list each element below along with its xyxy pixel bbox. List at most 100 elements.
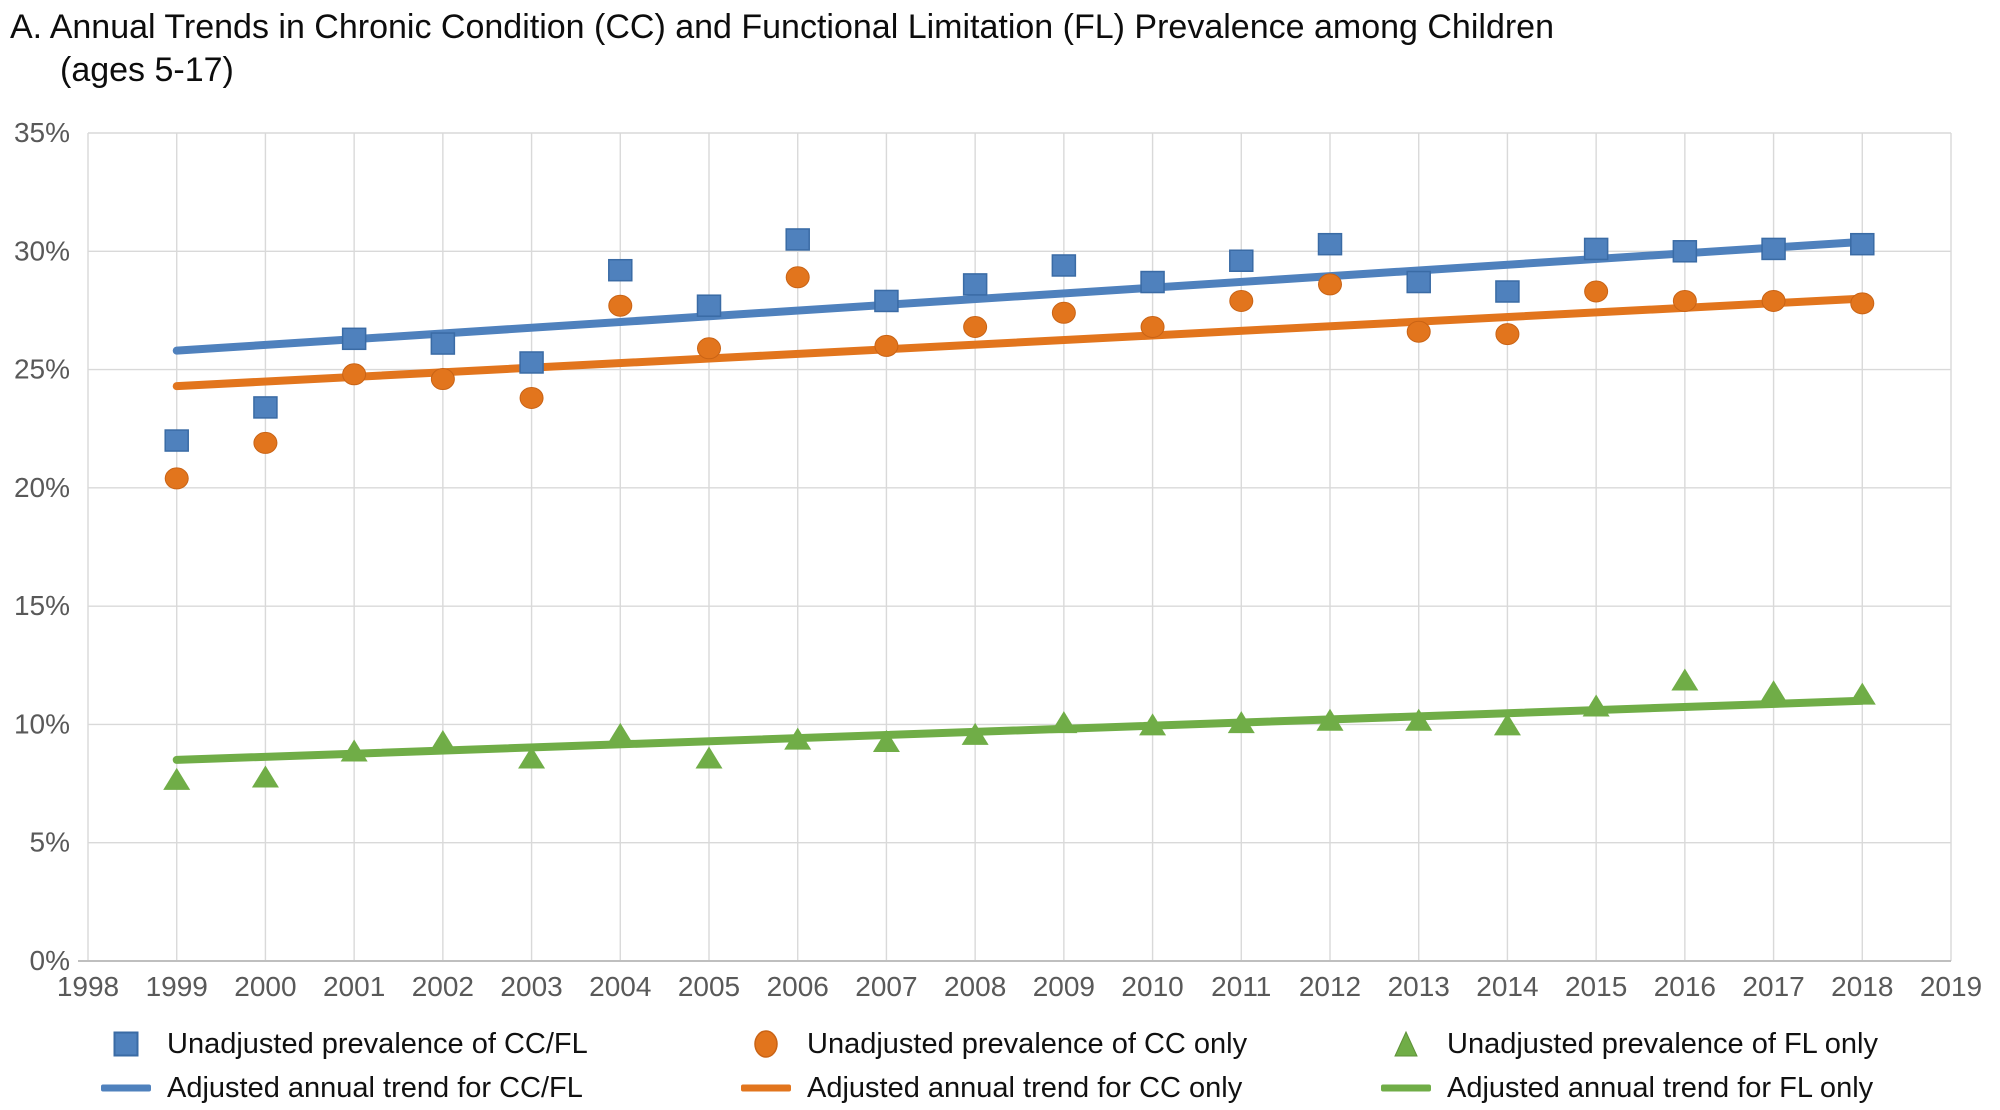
legend: Unadjusted prevalence of CC/FL Unadjuste… [100, 1022, 2000, 1110]
data-point-cc [1761, 289, 1786, 312]
legend-item-trend-fl: Adjusted annual trend for FL only [1380, 1072, 2000, 1105]
data-point-ccfl [874, 289, 899, 313]
legend-item-unadjusted-fl: Unadjusted prevalence of FL only [1380, 1028, 2000, 1061]
x-axis-label: 2006 [767, 971, 829, 1002]
trend-line-icon [100, 1073, 152, 1103]
x-axis-label: 2000 [234, 971, 296, 1002]
data-point-ccfl [962, 273, 988, 296]
data-point-ccfl [430, 332, 456, 355]
data-point-cc [1229, 289, 1254, 312]
x-axis-label: 2018 [1831, 971, 1893, 1002]
legend-label: Unadjusted prevalence of CC only [807, 1027, 1248, 1060]
data-point-ccfl [1317, 232, 1343, 256]
y-axis-label: 15% [14, 590, 70, 621]
data-point-fl [784, 727, 812, 750]
square-marker-icon [100, 1029, 152, 1059]
y-axis-label: 0% [30, 945, 70, 976]
data-point-cc [697, 337, 721, 360]
trend-line-icon [1380, 1073, 1432, 1103]
y-axis-label: 30% [14, 235, 70, 266]
data-point-ccfl [1495, 280, 1520, 303]
x-axis-label: 2005 [678, 971, 740, 1002]
x-axis-label: 2017 [1742, 971, 1804, 1002]
trend-line-icon [740, 1073, 792, 1103]
data-point-cc [874, 334, 899, 357]
data-point-ccfl [1051, 254, 1077, 277]
x-axis-label: 2008 [944, 971, 1006, 1002]
trend-line [172, 294, 1867, 391]
legend-label: Adjusted annual trend for CC/FL [167, 1071, 583, 1104]
data-point-ccfl [341, 327, 367, 351]
chart-title: A. Annual Trends in Chronic Condition (C… [10, 6, 1554, 92]
data-point-fl [1582, 694, 1610, 717]
data-point-ccfl [1761, 237, 1786, 261]
data-point-cc [1318, 273, 1342, 296]
data-point-fl [251, 765, 279, 788]
x-axis-label: 2011 [1211, 971, 1271, 1002]
data-point-ccfl [253, 396, 278, 419]
data-point-fl [872, 729, 900, 752]
data-point-fl [1671, 668, 1699, 691]
legend-label: Adjusted annual trend for FL only [1447, 1071, 1874, 1104]
x-axis-label: 2013 [1388, 971, 1450, 1002]
data-point-ccfl [1583, 237, 1609, 261]
x-axis-label: 2010 [1121, 971, 1183, 1002]
x-axis-label: 2016 [1654, 971, 1716, 1002]
circle-marker-icon [740, 1029, 792, 1059]
legend-item-unadjusted-cc: Unadjusted prevalence of CC only [740, 1028, 1380, 1061]
x-axis-label: 1999 [146, 971, 208, 1002]
x-axis-label: 2009 [1033, 971, 1095, 1002]
x-axis-label: 2012 [1299, 971, 1361, 1002]
legend-label: Unadjusted prevalence of CC/FL [167, 1027, 588, 1060]
legend-item-trend-cc: Adjusted annual trend for CC only [740, 1072, 1380, 1105]
data-point-fl [163, 767, 191, 790]
x-axis-label: 2004 [589, 971, 651, 1002]
x-axis-label: 1998 [57, 971, 119, 1002]
data-point-ccfl [785, 228, 810, 251]
x-axis-label: 2015 [1565, 971, 1627, 1002]
data-point-ccfl [1850, 232, 1875, 256]
data-point-fl [695, 746, 723, 769]
data-point-cc [1140, 315, 1165, 338]
legend-label: Unadjusted prevalence of FL only [1447, 1027, 1878, 1060]
trend-line [172, 696, 1867, 764]
trend-line [172, 237, 1867, 355]
data-point-cc [1584, 280, 1609, 303]
x-axis-label: 2002 [412, 971, 474, 1002]
data-point-fl [1760, 680, 1788, 703]
triangle-marker-icon [1380, 1029, 1432, 1059]
y-axis-label: 5% [30, 827, 70, 858]
data-point-fl [961, 722, 989, 745]
data-point-cc [342, 363, 367, 386]
data-point-fl [1316, 708, 1344, 731]
data-point-cc [1406, 320, 1431, 343]
data-point-cc [608, 294, 633, 317]
x-axis-label: 2019 [1920, 971, 1982, 1002]
data-point-cc [253, 431, 278, 454]
data-point-fl [1227, 711, 1255, 734]
data-point-fl [340, 739, 368, 762]
data-point-ccfl [608, 258, 633, 282]
y-axis-label: 25% [14, 354, 70, 385]
x-axis-label: 2003 [500, 971, 562, 1002]
data-point-cc [1672, 289, 1697, 312]
data-point-fl [1405, 708, 1433, 731]
legend-label: Adjusted annual trend for CC only [807, 1071, 1243, 1104]
data-point-ccfl [1140, 270, 1165, 294]
data-point-cc [1850, 292, 1875, 315]
data-point-fl [1139, 713, 1167, 736]
legend-item-trend-ccfl: Adjusted annual trend for CC/FL [100, 1072, 740, 1105]
data-point-cc [1051, 301, 1076, 324]
data-point-cc [785, 266, 810, 289]
x-axis-label: 2007 [855, 971, 917, 1002]
y-axis-label: 10% [14, 708, 70, 739]
plot-area: 0% 5% 10% 15% 20% 25% 30% 35% 1998 1999 2000 2001 20… [14, 117, 1982, 1002]
data-point-cc [963, 315, 988, 338]
data-point-cc [430, 368, 455, 391]
legend-item-unadjusted-ccfl: Unadjusted prevalence of CC/FL [100, 1028, 740, 1061]
x-axis-label: 2014 [1476, 971, 1538, 1002]
data-point-cc [519, 386, 544, 409]
data-point-fl [518, 746, 546, 769]
data-point-fl [1493, 713, 1521, 736]
data-point-ccfl [696, 294, 722, 317]
